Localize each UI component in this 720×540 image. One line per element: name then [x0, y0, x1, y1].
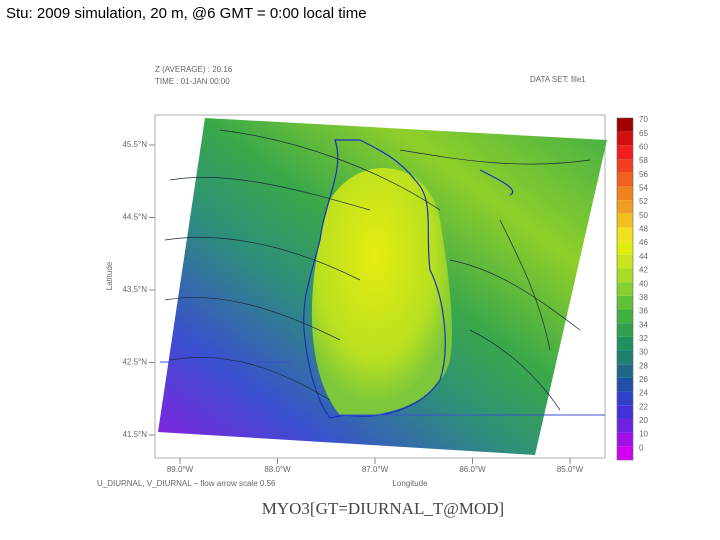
colorbar-label: 42 [639, 266, 648, 275]
colorbar-cell [617, 254, 633, 269]
colorbar-label: 70 [639, 115, 648, 124]
colorbar-label: 48 [639, 225, 648, 234]
y-axis-label: Latitude [105, 261, 114, 290]
colorbar-cell [617, 391, 633, 406]
colorbar-label: 20 [639, 416, 648, 425]
plot-footer: U_DIURNAL, V_DIURNAL – flow arrow scale … [97, 479, 276, 488]
info-line: Z (AVERAGE) : 20.16 [155, 65, 233, 74]
colorbar-cell [617, 241, 633, 255]
colorbar-label: 0 [639, 443, 644, 452]
lat-label: 41.5°N [122, 430, 147, 439]
colorbar-label: 50 [639, 211, 648, 220]
colorbar-cell [617, 309, 633, 324]
colorbar-cell [617, 227, 633, 242]
colorbar-cell [617, 336, 633, 351]
colorbar-cell [617, 295, 633, 310]
colorbar-cell [617, 377, 633, 392]
colorbar-cell [617, 446, 633, 460]
plot-frame [154, 114, 606, 459]
colorbar-cell [617, 172, 633, 187]
colorbar-label: 24 [639, 389, 648, 398]
colorbar-cell [617, 200, 633, 214]
colorbar-label: 52 [639, 197, 648, 206]
info-line: DATA SET: file1 [530, 75, 586, 84]
colorbar-cell [617, 118, 633, 132]
colorbar-cell [617, 186, 633, 201]
colorbar-label: 46 [639, 238, 648, 247]
caption: MYO3[GT=DIURNAL_T@MOD] [262, 499, 504, 518]
lat-label: 42.5°N [122, 358, 147, 367]
info-line: TIME : 01-JAN 00:00 [155, 77, 230, 86]
colorbar-cell [617, 323, 633, 337]
lat-label: 45.5°N [122, 140, 147, 149]
colorbar-label: 34 [639, 320, 648, 329]
lon-label: 86.0°W [459, 465, 486, 474]
x-axis-label: Longitude [392, 479, 428, 488]
colorbar-cell [617, 405, 633, 419]
colorbar-label: 40 [639, 279, 648, 288]
colorbar-label: 58 [639, 156, 648, 165]
colorbar-label: 28 [639, 361, 648, 370]
colorbar-cell [617, 213, 633, 228]
colorbar-cell [617, 418, 633, 433]
lon-label: 85.0°W [557, 465, 584, 474]
colorbar-frame [616, 117, 634, 461]
colorbar-label: 30 [639, 348, 648, 357]
colorbar-cell [617, 131, 633, 146]
colorbar-cell [617, 282, 633, 296]
lon-label: 87.0°W [362, 465, 389, 474]
slide-title: Stu: 2009 simulation, 20 m, @6 GMT = 0:0… [6, 5, 367, 22]
colorbar-cell [617, 145, 633, 160]
colorbar-label: 22 [639, 402, 648, 411]
colorbar-cell [617, 350, 633, 365]
lon-label: 89.0°W [167, 465, 194, 474]
colorbar-cell [617, 432, 633, 447]
coastline [303, 139, 514, 419]
colorbar-cell [617, 268, 633, 283]
colorbar-cell [617, 364, 633, 378]
colorbar-label: 10 [639, 430, 648, 439]
lon-label: 88.0°W [264, 465, 291, 474]
colorbar-label: 36 [639, 307, 648, 316]
colorbar-label: 44 [639, 252, 648, 261]
colorbar-label: 65 [639, 129, 648, 138]
axes: 45.5°N 44.5°N 43.5°N 42.5°N 41.5°N 89.0°W 88.0… [122, 140, 583, 474]
lat-label: 44.5°N [122, 213, 147, 222]
colorbar-label: 38 [639, 293, 648, 302]
peninsula-field [311, 167, 452, 416]
colorbar: 70 65 60 58 56 54 52 50 48 46 44 42 40 38 36 34 32 30 28 26… [616, 115, 648, 461]
streamlines [164, 129, 591, 411]
colorbar-label: 26 [639, 375, 648, 384]
colorbar-label: 54 [639, 184, 648, 193]
lat-label: 43.5°N [122, 285, 147, 294]
colorbar-cell [617, 159, 633, 173]
colorbar-label: 32 [639, 334, 648, 343]
colorbar-label: 56 [639, 170, 648, 179]
colorbar-label: 60 [639, 142, 648, 151]
